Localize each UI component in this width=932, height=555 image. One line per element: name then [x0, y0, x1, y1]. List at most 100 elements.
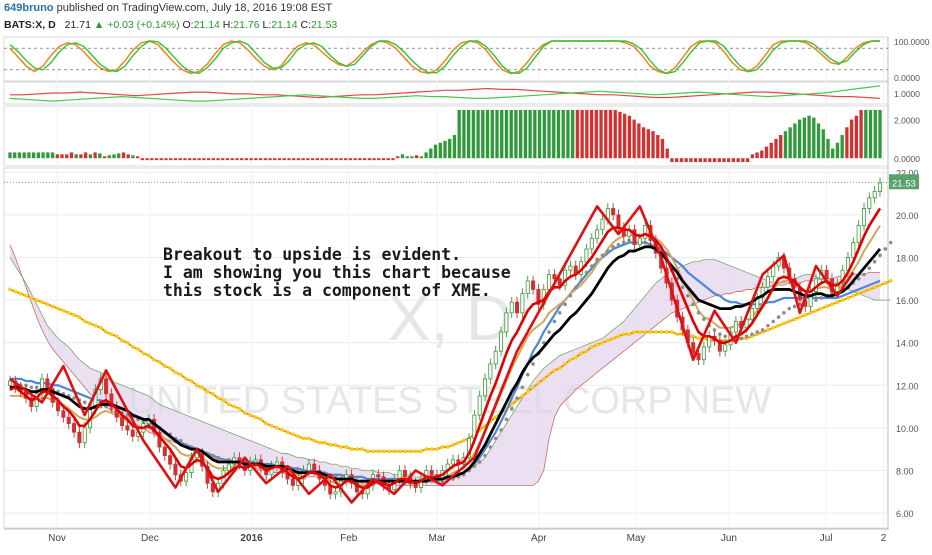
- sma-yellow-dot: [611, 336, 616, 341]
- histogram-bar: [816, 123, 821, 159]
- histogram-bar: [438, 142, 442, 159]
- histogram-bar: [864, 109, 868, 159]
- histogram-bar: [443, 140, 447, 159]
- sma-yellow-dot: [323, 440, 327, 445]
- histogram-bar: [414, 155, 419, 159]
- sma-gray-dot: [541, 340, 546, 345]
- histogram-bar: [679, 158, 684, 163]
- histogram-bar: [381, 158, 386, 161]
- published-text: published on TradingView.com, July 18, 2…: [56, 2, 333, 14]
- histogram-bar: [258, 158, 263, 161]
- histogram-bar: [55, 154, 59, 159]
- sma-yellow-dot: [600, 340, 605, 345]
- histogram-bar: [98, 153, 102, 159]
- histogram-bar: [74, 154, 78, 159]
- histogram-bar: [225, 158, 230, 161]
- y-tick-label: 16.00: [896, 296, 919, 306]
- sma-yellow-dot: [429, 447, 434, 452]
- histogram-bar: [121, 152, 126, 159]
- sma-yellow-dot: [173, 370, 178, 375]
- histogram-bar: [8, 152, 12, 159]
- sma-yellow-dot: [856, 291, 861, 296]
- sma-yellow-dot: [248, 413, 253, 418]
- candle-body: [691, 342, 696, 354]
- candle-body: [696, 352, 701, 361]
- sma-yellow-dot: [419, 449, 423, 454]
- sma-yellow-dot: [862, 289, 866, 294]
- histogram-bar: [457, 109, 461, 159]
- histogram-bar: [102, 156, 107, 159]
- histogram-bar: [727, 158, 731, 163]
- symbol-label[interactable]: BATS:X, D: [4, 19, 56, 31]
- histogram-bar: [367, 158, 372, 161]
- histogram-bar: [159, 158, 163, 161]
- x-tick-label: Dec: [141, 533, 159, 544]
- histogram-bar: [779, 135, 783, 159]
- sma-gray-dot: [520, 385, 525, 390]
- sma-gray-dot: [547, 330, 551, 334]
- histogram-bar: [396, 156, 400, 159]
- low-value: 21.14: [271, 19, 298, 31]
- histogram-bar: [140, 158, 145, 161]
- histogram-bar: [46, 152, 50, 159]
- histogram-bar: [835, 142, 840, 159]
- candle-body: [429, 470, 434, 476]
- sma-gray-dot: [744, 334, 749, 339]
- sma-gray-dot: [29, 385, 34, 390]
- pane-frame-2: [3, 81, 889, 105]
- histogram-bar: [83, 152, 88, 159]
- histogram-bar: [769, 142, 773, 159]
- candle-body: [109, 393, 114, 407]
- candle-body: [504, 312, 509, 333]
- histogram-bar: [788, 127, 792, 159]
- sma-yellow-dot: [114, 334, 119, 339]
- y-tick-label: 10.00: [896, 424, 919, 434]
- histogram-bar: [556, 109, 561, 159]
- histogram-bar: [282, 158, 286, 161]
- sma-yellow-dot: [835, 300, 840, 305]
- candle-body: [509, 301, 514, 314]
- candle-body: [66, 416, 71, 425]
- sma-yellow-dot: [184, 376, 189, 381]
- candle-body: [765, 276, 770, 288]
- candle-body: [877, 182, 883, 192]
- author-link[interactable]: 649bruno: [4, 2, 54, 14]
- x-tick-label: Jun: [721, 533, 737, 544]
- sma-yellow-dot: [61, 308, 66, 313]
- histogram-bar: [188, 158, 192, 161]
- candle-body: [168, 455, 173, 465]
- histogram-bar: [807, 115, 811, 159]
- sma-gray-dot: [814, 298, 818, 302]
- high-value: 21.76: [233, 19, 260, 31]
- histogram-bar: [656, 135, 660, 159]
- histogram-bar: [448, 138, 452, 159]
- sma-yellow-dot: [627, 332, 632, 337]
- sma-yellow-dot: [653, 330, 658, 334]
- sma-gray-dot: [82, 400, 87, 405]
- sma-yellow-dot: [82, 319, 87, 324]
- histogram-bar: [240, 158, 244, 161]
- histogram-bar: [623, 113, 627, 159]
- sma-gray-dot: [622, 240, 626, 245]
- histogram-bar: [500, 109, 504, 159]
- sma-yellow-dot: [563, 362, 567, 366]
- sma-orange-line: [9, 279, 892, 453]
- candle-body: [552, 274, 557, 280]
- sma-yellow-dot: [50, 304, 55, 309]
- histogram-bar: [708, 158, 712, 163]
- candle-body: [82, 427, 87, 444]
- sma-gray-dot: [696, 311, 701, 315]
- candle-body: [354, 482, 359, 493]
- histogram-bar: [27, 152, 31, 159]
- candle-body: [120, 416, 125, 427]
- sma-yellow-dot: [339, 445, 343, 449]
- candle-body: [104, 378, 109, 395]
- annotation-text: Breakout to upside is evident. I am showi…: [163, 246, 511, 300]
- histogram-bar: [840, 135, 844, 159]
- watermark-name: UNITED STATES STEEL CORP NEW: [129, 380, 772, 422]
- candle-body: [557, 278, 562, 286]
- sma-gray-dot: [680, 285, 685, 290]
- histogram-bar: [334, 158, 338, 161]
- candle-body: [376, 474, 381, 478]
